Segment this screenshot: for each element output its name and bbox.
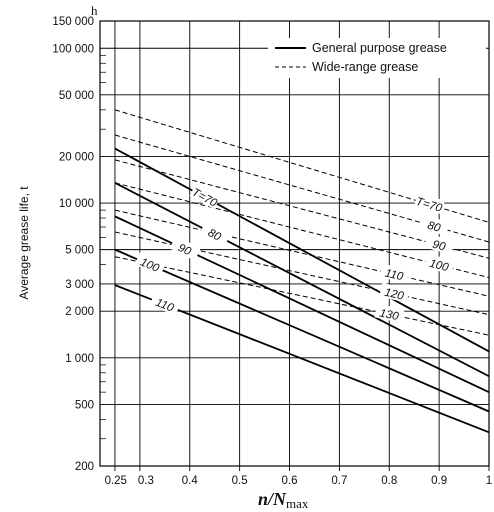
y-axis-unit: h [91,3,98,18]
x-axis-title-main: n/N [258,489,287,509]
x-axis-title: n/Nmax [258,489,309,511]
y-tick-label: 150 000 [52,16,94,28]
curve-label-background [419,214,450,236]
wide-range-curve-label: 100 [428,258,450,274]
x-tick-label: 0.8 [381,475,397,487]
wide-range-curve-label: 120 [383,287,405,303]
general-purpose-grease-line [114,147,490,353]
curve-label-background [374,303,405,324]
tick-labels: 150 000 100 000 50 000 20 000 10 000 5 000 3 0… [52,16,492,487]
curve-label-background [424,253,455,275]
y-axis-title: Average grease life, t [17,186,31,300]
wide-range-grease-line [114,109,490,223]
curve-label-background [169,235,201,261]
y-tick-label: 100 000 [52,43,94,55]
curve-label-background [424,233,455,255]
plot-frame [99,20,490,467]
y-tick-label: 20 000 [59,151,94,163]
x-tick-label: 0.7 [331,475,347,487]
y-tick-label: 5 000 [65,245,94,257]
series-lines [114,109,490,434]
wide-range-curve-label: 130 [378,307,400,323]
y-tick-label: 2 000 [65,306,94,318]
legend-background [268,38,486,78]
x-tick-label: 0.6 [282,475,298,487]
y-tick-label: 1 000 [65,353,94,365]
legend-label-general-purpose: General purpose grease [312,41,447,55]
x-tick-label: 0.4 [182,475,199,487]
x-tick-label: 0.25 [105,475,127,487]
general-purpose-curve-label: 90 [176,242,193,259]
y-tick-label: 500 [75,399,94,411]
general-purpose-curve-label: 80 [206,227,223,244]
curve-label-background [149,292,181,316]
y-tick-label: 3 000 [65,279,94,291]
x-tick-label: 0.3 [138,475,154,487]
y-tick-label: 200 [75,461,94,473]
x-axis-title-subscript: max [286,496,309,511]
curve-label-background [189,183,221,210]
legend: General purpose grease Wide-range grease [268,38,486,78]
y-tick-label: 10 000 [59,198,94,210]
curve-label-background [379,282,410,303]
legend-label-wide-range: Wide-range grease [312,60,418,74]
general-purpose-grease-line [114,182,490,378]
general-purpose-grease-line [114,248,490,413]
curve-label-background [414,192,445,215]
curve-label-background [134,251,166,276]
wide-range-curve-label: 110 [384,267,405,283]
wide-range-curve-label: 80 [426,220,442,235]
curve-label-background [199,220,231,247]
x-tick-label: 0.9 [431,475,447,487]
wide-range-curve-label: 90 [431,239,447,254]
x-tick-label: 1 [486,475,492,487]
x-tick-label: 0.5 [232,475,248,487]
y-tick-label: 50 000 [59,90,94,102]
curve-label-background [379,263,410,284]
